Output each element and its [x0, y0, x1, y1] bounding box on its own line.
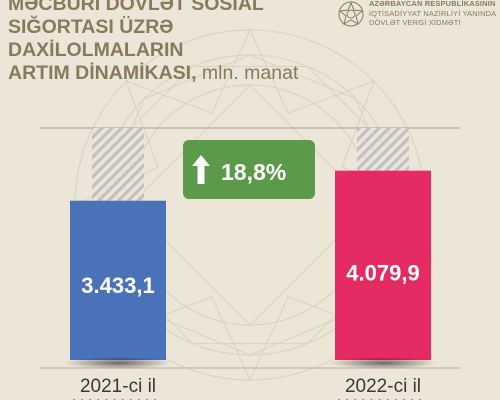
bar-shadow	[64, 357, 172, 369]
org-line-3: DÖVLƏT VERGİ XİDMƏTİ	[369, 18, 461, 27]
org-line-2: İQTİSADİYYAT NAZİRLİYİ YANINDA	[369, 8, 497, 18]
data-label: 3.433,1	[81, 273, 154, 298]
category-label: 2021-ci il	[80, 376, 156, 397]
title-line-1: MƏCBURİ DÖVLƏT SOSİAL	[8, 0, 264, 15]
bar-remainder-hatch	[92, 128, 144, 201]
category-label: 2022-ci il	[345, 376, 421, 397]
title-line-3: ARTIM DİNAMİKASI,	[8, 62, 197, 84]
bar-shadow	[329, 357, 437, 369]
growth-badge-bg	[183, 140, 315, 199]
bar	[335, 170, 431, 360]
org-line-1: AZƏRBAYCAN RESPUBLİKASININ	[369, 0, 496, 8]
data-label: 4.079,9	[346, 260, 419, 285]
growth-badge: 18,8%	[183, 140, 315, 199]
bar	[70, 200, 166, 360]
emblem-icon	[338, 1, 364, 27]
title-line-2: SIĞORTASI ÜZRƏ DAXİLOLMALARIN	[8, 16, 184, 61]
bar-remainder-hatch	[357, 128, 409, 171]
growth-label: 18,8%	[221, 159, 286, 185]
chart-title: MƏCBURİ DÖVLƏT SOSİAL SIĞORTASI ÜZRƏ DAX…	[8, 0, 338, 85]
title-unit: mln. manat	[201, 62, 299, 84]
arrow-up-icon	[192, 155, 210, 184]
org-name: AZƏRBAYCAN RESPUBLİKASININ İQTİSADİYYAT …	[369, 0, 496, 28]
